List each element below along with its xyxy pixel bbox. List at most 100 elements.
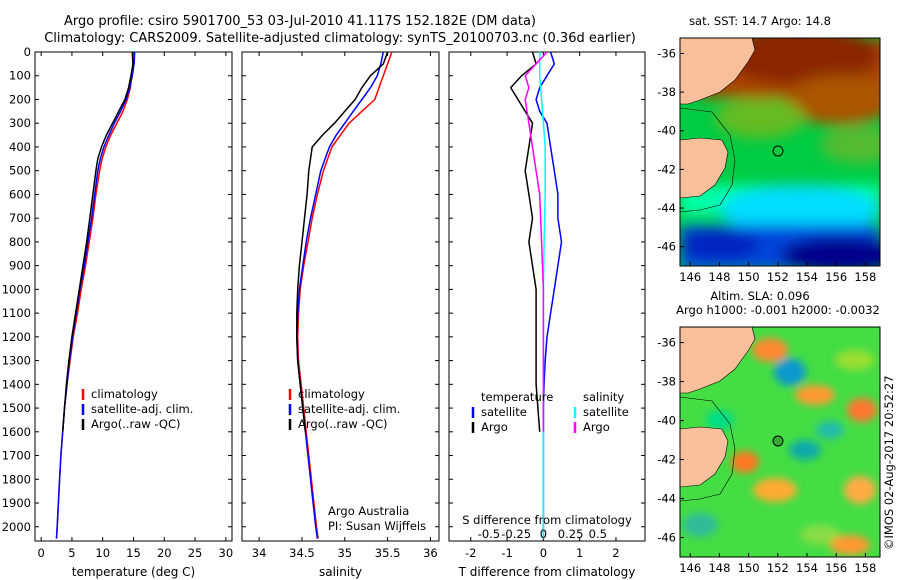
x-tick-label: 35 [337,546,352,560]
x-tick-label: 34.5 [289,546,315,560]
legend-label: Argo [583,420,610,434]
y-tick-label: 1500 [2,401,31,415]
legend-label: satellite [583,405,629,419]
x-tick-label: 30 [219,546,234,560]
plot-frame [34,51,233,542]
map-y-tick-label: -42 [657,162,676,176]
legend-label: climatology [298,387,365,401]
map-y-tick-label: -42 [657,453,676,467]
map-x-tick-label: 150 [738,270,760,284]
map-y-tick-label: -38 [657,85,676,99]
series-line-0 [296,51,393,539]
map-y-tick-label: -46 [657,240,676,254]
y-tick-label: 900 [9,259,31,273]
plot-frame [241,51,440,542]
figure-subtitle: Climatology: CARS2009. Satellite-adjuste… [44,31,636,46]
y-tick-label: 1900 [2,496,31,510]
y-tick-label: 300 [9,116,31,130]
legend-label: climatology [91,387,158,401]
map-x-tick-label: 146 [679,561,701,575]
map-x-tick-label: 158 [854,561,876,575]
series-line-3 [524,51,548,432]
x-tick-label: -1 [501,546,512,560]
series-line-2 [296,51,389,432]
y-tick-label: 500 [9,164,31,178]
legend-label: satellite-adj. clim. [298,402,400,416]
top-tick-label: 0.25 [558,527,584,541]
plot-frame [448,51,646,542]
map-x-tick-label: 146 [679,270,701,284]
y-tick-label: 2000 [2,520,31,534]
annotation-text: PI: Susan Wijffels [328,519,426,533]
map-x-tick-label: 156 [825,270,847,284]
timestamp-footer: ©IMOS 02-Aug-2017 20:52:27 [882,375,896,550]
map-y-tick-label: -44 [657,201,676,215]
y-tick-label: 1700 [2,449,31,463]
x-axis-label: temperature (deg C) [72,565,195,579]
legend-label: satellite-adj. clim. [91,402,193,416]
map-y-tick-label: -40 [657,414,676,428]
y-tick-label: 600 [9,187,31,201]
top-tick-label: -0.5 [478,527,500,541]
y-tick-label: 200 [9,92,31,106]
x-axis-label: T difference from climatology [458,565,636,579]
x-tick-label: 5 [68,546,75,560]
sla-map-subtitle: Argo h1000: -0.001 h2000: -0.0032 [676,303,880,317]
x-tick-label: 35.5 [375,546,401,560]
map-x-tick-label: 154 [796,561,818,575]
map-x-tick-label: 148 [708,270,730,284]
x-tick-label: -2 [465,546,476,560]
map-x-tick-label: 152 [767,270,789,284]
y-tick-label: 1100 [2,306,31,320]
salinity-panel: 34 34.5 35 35.5 36 salinity climatologysatelli… [241,51,440,579]
map-x-tick-label: 148 [708,561,730,575]
top-tick-label: 0 [540,527,547,541]
map-y-tick-label: -44 [657,492,676,506]
y-tick-label: 1800 [2,472,31,486]
annotation-text: Argo Australia [328,504,409,518]
figure-title: Argo profile: csiro 5901700_53 03-Jul-20… [64,14,536,29]
sla-map-ticks: 146 148 150 152 154 156 158 -36 -38 -40 -42 -44 -46 [657,336,876,575]
x-tick-label: 20 [157,546,172,560]
top-tick-label: 0.5 [589,527,607,541]
map-x-tick-label: 156 [825,561,847,575]
top-tick-label: -0.25 [501,527,531,541]
legend-label: Argo(..raw -QC) [298,417,388,431]
map-y-tick-label: -36 [657,46,676,60]
y-tick-label: 100 [9,69,31,83]
y-tick-label: 1600 [2,425,31,439]
series-line-1 [509,51,541,432]
sst-map-ticks: 146 148 150 152 154 156 158 -36 -38 -40 -42 -44 -46 [657,46,876,284]
y-tick-label: 1300 [2,354,31,368]
legend-label: satellite [481,405,527,419]
x-tick-label: 0 [540,546,547,560]
series-line-1 [55,51,136,539]
y-tick-label: 1400 [2,377,31,391]
y-tick-label: 700 [9,211,31,225]
legend-label: Argo(..raw -QC) [91,417,181,431]
series-line-2 [61,51,134,432]
sst-map-title: sat. SST: 14.7 Argo: 14.8 [689,14,831,28]
sla-map: Altim. SLA: 0.096 Argo h1000: -0.001 h20… [657,289,881,575]
series-line-1 [296,51,385,539]
map-x-tick-label: 152 [767,561,789,575]
map-y-tick-label: -36 [657,336,676,350]
x-tick-label: 10 [95,546,110,560]
difference-panel: -2 -1 0 1 2 T difference from climatology temp… [448,51,646,579]
sla-map-title: Altim. SLA: 0.096 [710,289,809,303]
x-tick-label: 25 [188,546,203,560]
legend-label: Argo [481,420,508,434]
x-tick-label: 36 [423,546,438,560]
map-x-tick-label: 154 [796,270,818,284]
y-tick-label: 1200 [2,330,31,344]
map-x-tick-label: 158 [854,270,876,284]
x-tick-label: 15 [126,546,141,560]
series-line-2 [538,52,546,539]
map-y-tick-label: -38 [657,375,676,389]
x-tick-label: 1 [576,546,583,560]
y-tick-label: 0 [24,45,31,59]
map-y-tick-label: -40 [657,124,676,138]
x-tick-label: 2 [612,546,619,560]
sla-float-marker [772,435,784,447]
